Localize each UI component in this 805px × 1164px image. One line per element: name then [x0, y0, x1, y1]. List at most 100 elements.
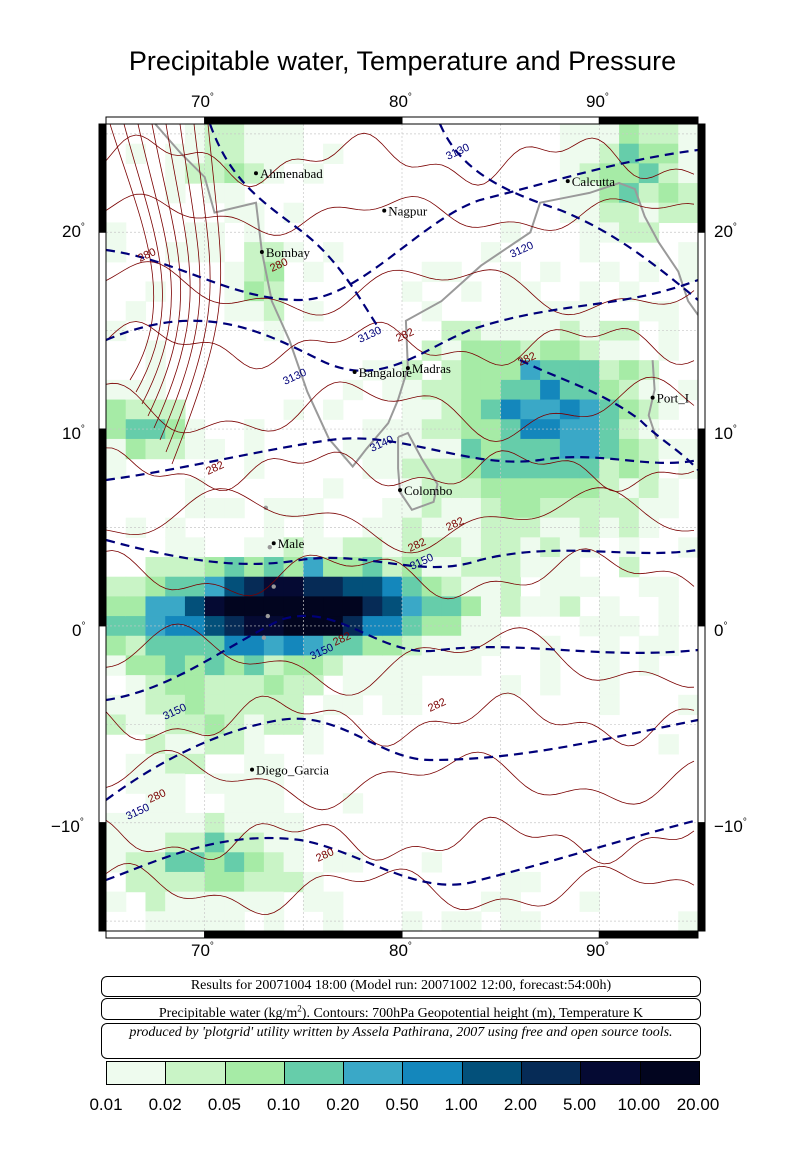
precip-cell [500, 301, 521, 322]
precip-cell [441, 497, 462, 519]
precip-cell [421, 576, 443, 597]
precip-cell [145, 655, 166, 676]
precip-cell [303, 537, 324, 558]
precip-cell [619, 497, 640, 519]
precip-cell [402, 576, 423, 597]
precip-cell [678, 694, 699, 716]
precip-cell [204, 143, 225, 164]
precip-cell [520, 596, 541, 617]
city-dot [398, 488, 403, 493]
precip-cell [559, 202, 581, 224]
precip-cell [145, 852, 166, 873]
precip-cell [480, 576, 502, 597]
precip-cell [342, 596, 364, 617]
city-dot [405, 366, 410, 371]
precip-cell [125, 576, 147, 597]
precip-cell [323, 557, 344, 578]
precip-cell [638, 497, 660, 519]
right-lat-tick-20: 20° [714, 222, 737, 241]
precip-cell [619, 419, 640, 440]
precip-cell [402, 281, 423, 302]
frame-bar [204, 930, 403, 939]
precip-cell [244, 734, 265, 755]
precip-cell [165, 596, 186, 617]
precip-cell [323, 635, 344, 657]
colorbar-label: 20.00 [676, 1095, 720, 1114]
precip-cell [224, 557, 245, 578]
precip-cell [619, 537, 640, 558]
precip-cell [480, 635, 502, 657]
precip-cell [204, 655, 225, 676]
precip-cell [461, 576, 482, 597]
precip-cell [540, 261, 561, 283]
precip-cell [619, 222, 640, 243]
precip-cell [480, 596, 502, 617]
geopotential-contour [105, 148, 699, 302]
temperature-contour [153, 123, 191, 429]
temperature-contour [105, 376, 695, 442]
precip-cell [303, 517, 324, 538]
temperature-contour [159, 123, 201, 441]
precip-cell [283, 871, 304, 893]
precip-cell [441, 399, 462, 420]
precip-cell [184, 891, 206, 912]
precip-cell [638, 438, 660, 460]
precip-cell [658, 438, 679, 460]
page-title: Precipitable water, Temperature and Pres… [128, 46, 677, 76]
precip-cell [283, 202, 304, 224]
colorbar-label: 10.00 [617, 1095, 661, 1114]
frame-bar [598, 116, 699, 125]
precip-cell [323, 616, 344, 637]
precip-cell [342, 537, 364, 558]
precip-cell [658, 183, 679, 204]
precip-cell [638, 183, 660, 204]
precip-cell [461, 537, 482, 558]
precip-cell [500, 360, 521, 381]
frame-bar [401, 116, 600, 125]
precip-cell [303, 301, 324, 322]
frame-bar [105, 116, 206, 125]
precip-cell [303, 497, 324, 519]
precip-cell [224, 655, 245, 676]
precip-cell [658, 734, 679, 755]
precip-cell [599, 143, 620, 164]
precip-cell [559, 340, 581, 361]
precip-cell [500, 871, 521, 893]
precip-cell [599, 458, 620, 479]
atoll-marker [271, 584, 276, 589]
colorbar [106, 1061, 700, 1085]
geopotential-contour [105, 614, 699, 702]
precip-cell [461, 458, 482, 479]
precip-cell [480, 242, 502, 263]
colorbar-label: 2.00 [503, 1095, 537, 1114]
precip-cell [441, 438, 462, 460]
precip-cell [362, 517, 383, 538]
precip-cell [145, 734, 166, 755]
precip-cell [678, 438, 699, 460]
precip-cell [224, 183, 245, 204]
precip-cell [244, 871, 265, 893]
precip-cell [382, 616, 403, 637]
temperature-contour [123, 123, 163, 393]
colorbar-swatch [284, 1062, 345, 1084]
frame-bar [697, 625, 706, 824]
precip-cell [678, 143, 699, 164]
precip-cell [184, 596, 206, 617]
precip-cell [579, 419, 600, 440]
precip-cell [441, 537, 462, 558]
precip-cell [145, 557, 166, 578]
precip-cell [362, 576, 383, 597]
precip-cell [382, 635, 403, 657]
precip-cell [323, 537, 344, 558]
colorbar-swatch [403, 1062, 463, 1084]
precip-cell [382, 596, 403, 617]
precip-cell [559, 497, 581, 519]
precip-cell [619, 478, 640, 499]
precip-cell [342, 675, 364, 696]
precip-cell [579, 222, 600, 243]
precip-cell [342, 379, 364, 401]
precip-cell [658, 497, 679, 519]
atoll-marker [261, 635, 267, 640]
precip-cell [165, 163, 186, 184]
precip-cell [500, 340, 521, 361]
